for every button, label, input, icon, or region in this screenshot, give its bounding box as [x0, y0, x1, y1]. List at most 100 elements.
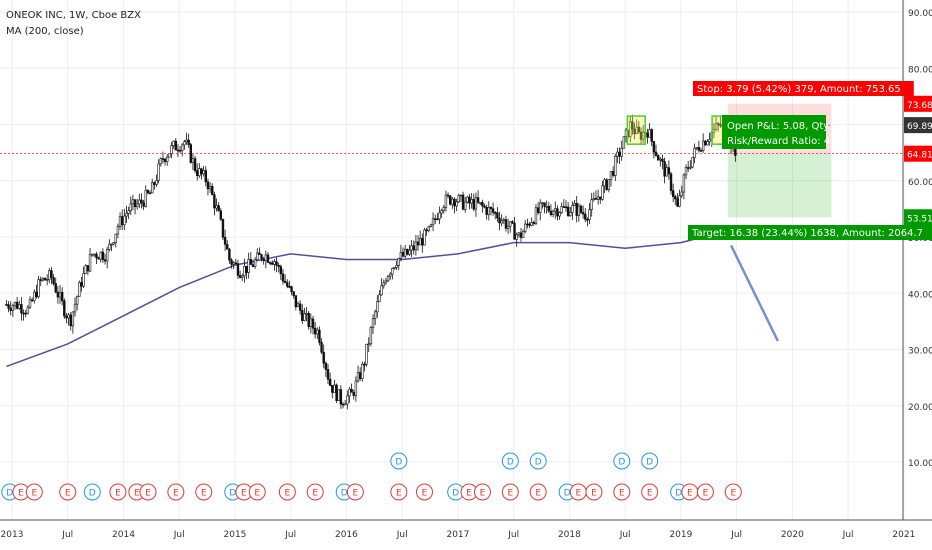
candle-body: [84, 265, 87, 274]
candle-body: [69, 314, 72, 327]
earnings-marker: E: [59, 483, 77, 501]
candle-body: [543, 202, 546, 207]
candle-body: [256, 252, 259, 261]
time-tick-label: 2019: [669, 530, 692, 540]
marker-circle: [248, 483, 266, 501]
candle-body: [103, 259, 107, 262]
price-tick-label: 80.00: [908, 65, 932, 75]
candle-body: [446, 194, 450, 197]
ma-legend: MA (200, close): [6, 26, 84, 37]
time-tick-label: Jul: [730, 530, 742, 540]
candle-body: [378, 294, 381, 302]
candle-body: [174, 140, 177, 151]
time-tick-label: 2017: [446, 530, 469, 540]
candle-body: [416, 241, 420, 246]
candle-body: [494, 212, 497, 214]
candle-body: [168, 153, 171, 158]
marker-letter: E: [619, 489, 625, 499]
candle-body: [562, 206, 566, 208]
price-badge-label: 53.51: [907, 214, 932, 224]
candle-body: [75, 296, 79, 305]
candle-body: [339, 389, 343, 405]
time-tick-label: Jul: [173, 530, 185, 540]
candle-body: [86, 265, 90, 272]
candle-body: [204, 170, 208, 183]
candle-body: [384, 280, 388, 284]
candle-body: [262, 258, 265, 262]
candle-body: [403, 248, 407, 257]
candle-body: [397, 257, 400, 266]
candle-body: [324, 362, 328, 370]
candle-body: [348, 388, 351, 397]
candle-body: [590, 199, 593, 210]
candle-body: [11, 305, 15, 311]
marker-circle: [139, 483, 157, 501]
candle-body: [309, 318, 313, 327]
marker-circle: [613, 483, 631, 501]
candle-body: [481, 202, 484, 207]
marker-letter: D: [618, 458, 625, 468]
candle-body: [438, 212, 441, 220]
candle-body: [326, 369, 330, 380]
marker-letter: D: [507, 458, 514, 468]
candle-body: [24, 312, 27, 315]
candle-body: [140, 199, 143, 204]
candle-body: [185, 139, 188, 143]
candle-body: [455, 201, 458, 207]
candle-body: [166, 156, 169, 163]
candle-body: [631, 121, 634, 130]
price-tick-label: 90.00: [908, 9, 932, 19]
marker-circle: [473, 483, 491, 501]
candle-body: [202, 170, 205, 175]
stop-label: Stop: 3.79 (5.42%) 379, Amount: 753.65: [693, 81, 914, 96]
candle-body: [303, 313, 306, 321]
candle-body: [226, 244, 229, 250]
candle-body: [449, 195, 452, 205]
candle-body: [367, 343, 370, 346]
candle-body: [371, 318, 375, 328]
candle-body: [539, 202, 542, 213]
symbol-legend: ONEOK INC, 1W, Cboe BZX: [6, 10, 141, 21]
candle-body: [704, 140, 707, 146]
target-zone: [727, 153, 832, 218]
candle-body: [20, 304, 23, 314]
candle-body: [35, 291, 38, 298]
candle-body: [60, 291, 64, 302]
candle-body: [641, 131, 645, 140]
candle-body: [716, 123, 720, 125]
candle-body: [129, 203, 132, 212]
candle-body: [28, 299, 32, 308]
candle-body: [37, 279, 40, 298]
candle-body: [680, 191, 683, 197]
candle-body: [151, 182, 154, 194]
earnings-marker: E: [306, 483, 324, 501]
marker-letter: E: [480, 489, 486, 499]
candle-body: [318, 329, 321, 343]
candle-body: [39, 279, 42, 281]
candle-body: [667, 167, 671, 175]
candle-body: [427, 226, 430, 231]
earnings-marker: E: [12, 483, 30, 501]
candle-body: [157, 163, 160, 181]
marker-circle: [641, 483, 659, 501]
marker-letter: D: [646, 458, 653, 468]
candle-body: [296, 303, 300, 308]
marker-letter: E: [535, 489, 541, 499]
candle-body: [399, 252, 403, 259]
candle-body: [337, 389, 340, 401]
candle-body: [80, 282, 83, 287]
earnings-marker: E: [346, 483, 364, 501]
candle-body: [513, 222, 516, 240]
price-badge-label: 64.81: [907, 151, 932, 161]
candle-body: [678, 195, 681, 207]
marker-letter: E: [145, 489, 151, 499]
earnings-marker: E: [681, 483, 699, 501]
candle-body: [7, 304, 10, 309]
candle-body: [500, 220, 503, 224]
candle-body: [440, 210, 443, 214]
candle-body: [105, 248, 109, 262]
candle-body: [138, 199, 141, 205]
candle-body: [571, 205, 574, 213]
